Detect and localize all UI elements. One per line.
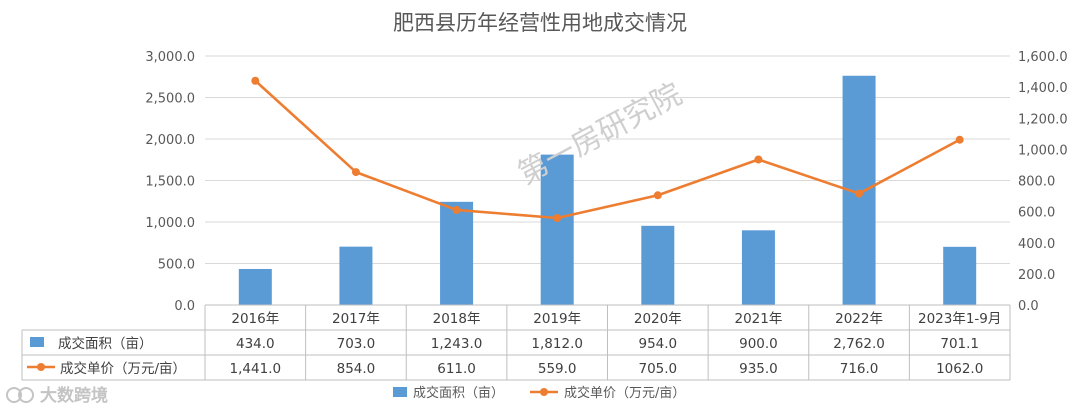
table-cell: 434.0 xyxy=(236,336,275,352)
y-right-tick: 1,200.0 xyxy=(1018,112,1068,127)
line-point xyxy=(351,168,360,177)
y-right-tick: 200.0 xyxy=(1018,268,1055,283)
data-table: 2016年 2017年 2018年 2019年 2020年 2021年 2022年 2023年… xyxy=(21,304,1011,381)
legend-key-point xyxy=(540,388,548,396)
line-point xyxy=(251,76,260,85)
legend-key-bar xyxy=(393,387,407,397)
category-label: 2023年1-9月 xyxy=(918,311,1001,327)
y-axis-right: 0.0 200.0 400.0 600.0 800.0 1,000.0 1,200.0 1,4… xyxy=(1018,50,1068,314)
y-axis-left: 0.0 500.0 1,000.0 1,500.0 2,000.0 2,500.0 3,00… xyxy=(145,50,195,314)
table-cell: 611.0 xyxy=(437,361,476,377)
category-label: 2021年 xyxy=(735,311,783,327)
table-cell: 1,243.0 xyxy=(431,336,483,352)
chart-title: 肥西县历年经营性用地成交情况 xyxy=(393,11,687,35)
bar xyxy=(641,225,675,305)
line-series xyxy=(251,76,964,223)
y-right-tick: 1,600.0 xyxy=(1018,50,1068,65)
table-cell: 2,762.0 xyxy=(833,336,885,352)
table-cell: 954.0 xyxy=(638,336,677,352)
table-cell: 701.1 xyxy=(940,336,979,352)
table-cell: 900.0 xyxy=(739,336,778,352)
line-point xyxy=(653,191,662,200)
category-label: 2019年 xyxy=(533,311,581,327)
category-label: 2020年 xyxy=(634,311,682,327)
bar xyxy=(943,246,977,305)
brand-logo: 大数跨境 xyxy=(6,385,108,406)
y-left-tick: 500.0 xyxy=(158,258,195,273)
y-right-tick: 0.0 xyxy=(1018,299,1039,314)
line-point xyxy=(955,135,964,144)
category-label: 2018年 xyxy=(433,311,481,327)
y-right-tick: 800.0 xyxy=(1018,175,1055,190)
line-point xyxy=(855,189,864,198)
bar xyxy=(440,201,474,305)
table-row-header: 成交单价（万元/亩） xyxy=(60,360,186,377)
y-left-tick: 2,000.0 xyxy=(145,133,195,148)
table-key-point xyxy=(37,363,45,371)
bar xyxy=(339,246,373,305)
y-left-tick: 3,000.0 xyxy=(145,50,195,65)
table-cell: 703.0 xyxy=(337,336,376,352)
table-cell: 1,812.0 xyxy=(531,336,583,352)
watermark: 第一房研究院 xyxy=(512,77,687,192)
table-cell: 1062.0 xyxy=(936,361,983,377)
y-right-tick: 400.0 xyxy=(1018,237,1055,252)
y-left-tick: 2,500.0 xyxy=(145,92,195,107)
brand-text: 大数跨境 xyxy=(40,385,108,406)
bar xyxy=(238,268,272,305)
line-point xyxy=(452,205,461,214)
category-label: 2017年 xyxy=(332,311,380,327)
line-point xyxy=(754,155,763,164)
y-left-tick: 1,500.0 xyxy=(145,175,195,190)
y-right-tick: 600.0 xyxy=(1018,206,1055,221)
table-cell: 854.0 xyxy=(337,361,376,377)
line-path xyxy=(254,79,961,220)
table-cell: 705.0 xyxy=(638,361,677,377)
gridlines xyxy=(205,55,1010,306)
bar xyxy=(540,154,574,305)
category-label: 2016年 xyxy=(231,311,279,327)
y-right-tick: 1,000.0 xyxy=(1018,143,1068,158)
table-cell: 1,441.0 xyxy=(230,361,282,377)
y-right-tick: 1,400.0 xyxy=(1018,81,1068,96)
table-cell: 935.0 xyxy=(739,361,778,377)
legend-item: 成交单价（万元/亩） xyxy=(564,385,685,401)
table-cell: 559.0 xyxy=(538,361,577,377)
bar xyxy=(741,230,775,305)
legend-item: 成交面积（亩） xyxy=(413,385,504,401)
category-label: 2022年 xyxy=(835,311,883,327)
bar-series xyxy=(238,75,977,305)
table-row-header: 成交面积（亩） xyxy=(58,335,153,352)
y-left-tick: 0.0 xyxy=(174,299,195,314)
table-key-bar xyxy=(30,337,44,347)
line-point xyxy=(553,214,562,223)
y-left-tick: 1,000.0 xyxy=(145,216,195,231)
legend: 成交面积（亩） 成交单价（万元/亩） xyxy=(393,385,685,401)
table-cell: 716.0 xyxy=(840,361,879,377)
